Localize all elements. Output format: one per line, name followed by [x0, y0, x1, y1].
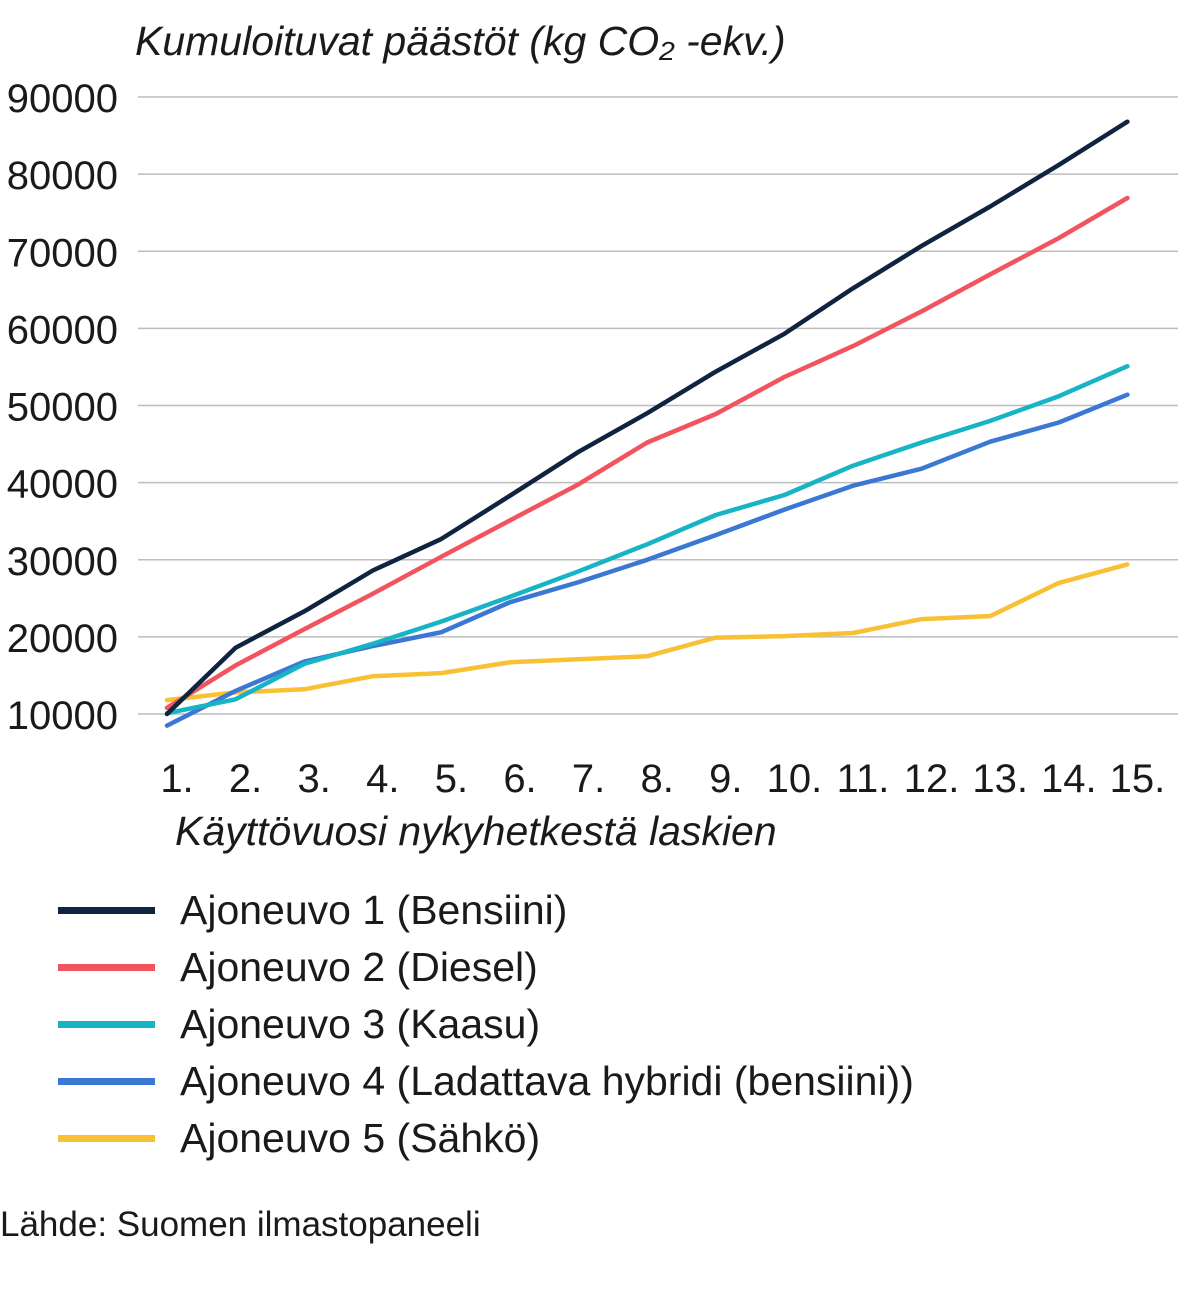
x-tick-label-7: 7. [572, 757, 605, 801]
x-axis-title: Käyttövuosi nykyhetkestä laskien [175, 808, 777, 854]
x-tick-label-5: 5. [435, 757, 468, 801]
x-tick-label-13: 13. [972, 757, 1028, 801]
x-tick-label-9: 9. [709, 757, 742, 801]
x-tick-label-3: 3. [298, 757, 331, 801]
x-tick-label-15: 15. [1110, 757, 1166, 801]
x-tick-label-6: 6. [503, 757, 536, 801]
y-tick-label-20000: 20000 [7, 617, 118, 661]
legend-item-3: Ajoneuvo 3 (Kaasu) [58, 996, 914, 1053]
legend-swatch-1 [58, 907, 155, 914]
legend-label-5: Ajoneuvo 5 (Sähkö) [180, 1115, 541, 1161]
y-tick-label-90000: 90000 [7, 77, 118, 121]
series-line-1 [164, 119, 1130, 717]
series-line-5 [164, 562, 1130, 703]
legend-swatch-2 [58, 964, 155, 971]
x-tick-label-8: 8. [641, 757, 674, 801]
y-axis-title: Kumuloituvat päästöt (kg CO₂ -ekv.) [135, 18, 786, 64]
y-tick-label-50000: 50000 [7, 386, 118, 430]
legend-item-2: Ajoneuvo 2 (Diesel) [58, 939, 914, 996]
y-tick-label-30000: 30000 [7, 540, 118, 584]
legend-label-3: Ajoneuvo 3 (Kaasu) [180, 1001, 541, 1047]
legend-label-2: Ajoneuvo 2 (Diesel) [180, 944, 538, 990]
y-tick-label-80000: 80000 [7, 154, 118, 198]
legend: Ajoneuvo 1 (Bensiini) Ajoneuvo 2 (Diesel… [58, 882, 914, 1167]
legend-swatch-4 [58, 1078, 155, 1085]
legend-label-1: Ajoneuvo 1 (Bensiini) [180, 887, 568, 933]
x-tick-label-4: 4. [366, 757, 399, 801]
legend-item-1: Ajoneuvo 1 (Bensiini) [58, 882, 914, 939]
legend-label-4: Ajoneuvo 4 (Ladattava hybridi (bensiini)… [180, 1058, 914, 1104]
x-tick-label-14: 14. [1041, 757, 1097, 801]
y-tick-label-40000: 40000 [7, 463, 118, 507]
chart-plot-area: 10000 20000 30000 40000 50000 60000 70000 80000… [7, 77, 1178, 801]
legend-item-5: Ajoneuvo 5 (Sähkö) [58, 1110, 914, 1167]
x-tick-label-12: 12. [904, 757, 960, 801]
series-line-2 [164, 195, 1130, 711]
source-note: Lähde: Suomen ilmastopaneeli [0, 1205, 481, 1244]
y-tick-label-60000: 60000 [7, 308, 118, 352]
x-tick-label-2: 2. [229, 757, 262, 801]
x-tick-label-10: 10. [767, 757, 823, 801]
y-tick-label-10000: 10000 [7, 694, 118, 738]
x-tick-label-1: 1. [160, 757, 193, 801]
series-line-3 [164, 363, 1130, 716]
legend-item-4: Ajoneuvo 4 (Ladattava hybridi (bensiini)… [58, 1053, 914, 1110]
legend-swatch-5 [58, 1135, 155, 1142]
x-tick-label-11: 11. [837, 757, 890, 801]
y-tick-label-70000: 70000 [7, 231, 118, 275]
legend-swatch-3 [58, 1021, 155, 1028]
